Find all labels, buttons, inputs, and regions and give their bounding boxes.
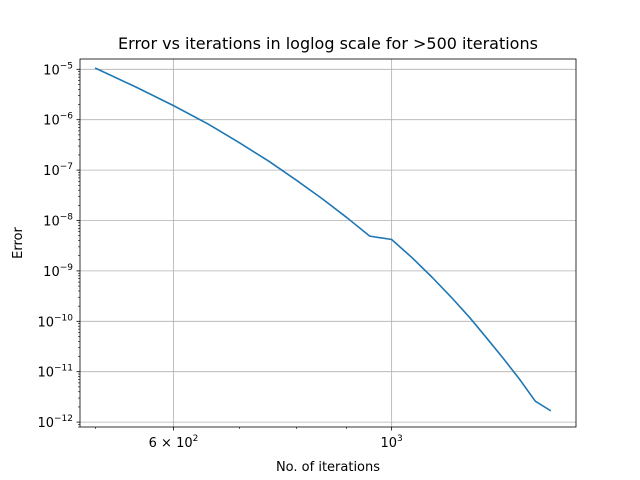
- x-tick-label: 6 × 102: [149, 434, 199, 451]
- y-tick-label: 10−10: [37, 313, 73, 330]
- ticks: 10−5 10−6 10−7 10−8 10−9 10−10 10−11 10−12 6 × 1…: [37, 61, 402, 451]
- y-tick-label: 10−9: [43, 263, 73, 280]
- series-line: [94, 67, 552, 412]
- y-tick-label: 10−12: [37, 414, 73, 431]
- grid: [80, 59, 576, 427]
- y-tick-label: 10−6: [43, 112, 73, 129]
- y-tick-label: 10−8: [43, 212, 73, 229]
- y-tick-label: 10−7: [43, 162, 73, 179]
- y-tick-label: 10−5: [43, 61, 73, 78]
- x-axis-label: No. of iterations: [276, 460, 380, 475]
- x-tick-label: 103: [380, 434, 402, 451]
- plot-area: [79, 58, 577, 428]
- y-axis-label: Error: [11, 227, 26, 259]
- chart-title: Error vs iterations in loglog scale for …: [118, 34, 538, 53]
- y-tick-label: 10−11: [37, 364, 73, 381]
- series: [94, 67, 552, 412]
